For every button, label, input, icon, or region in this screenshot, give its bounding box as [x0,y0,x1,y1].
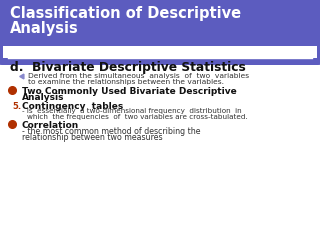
Text: to examine the relationships between the variables.: to examine the relationships between the… [28,79,224,85]
Text: Contingency  tables: Contingency tables [22,102,123,111]
Text: 5.: 5. [12,102,21,111]
Text: Two Commonly Used Bivariate Descriptive: Two Commonly Used Bivariate Descriptive [22,87,237,96]
Text: which  the frequencies  of  two variables are cross-tabulated.: which the frequencies of two variables a… [27,114,248,120]
Text: - the most common method of describing the: - the most common method of describing t… [22,127,201,137]
Text: Classification of Descriptive: Classification of Descriptive [10,6,241,21]
Text: d.  Bivariate Descriptive Statistics: d. Bivariate Descriptive Statistics [10,61,246,74]
Text: relationship between two measures: relationship between two measures [22,133,163,143]
Text: Derived from the simultaneous  analysis  of  two  variables: Derived from the simultaneous analysis o… [28,73,249,79]
Bar [3,46,317,58]
Text: Analysis: Analysis [22,94,65,102]
Text: - is  essentially  a two-dimensional frequency  distribution  in: - is essentially a two-dimensional frequ… [22,108,242,114]
Text: Analysis: Analysis [10,21,79,36]
FancyBboxPatch shape [0,0,320,65]
Text: Correlation: Correlation [22,121,79,130]
